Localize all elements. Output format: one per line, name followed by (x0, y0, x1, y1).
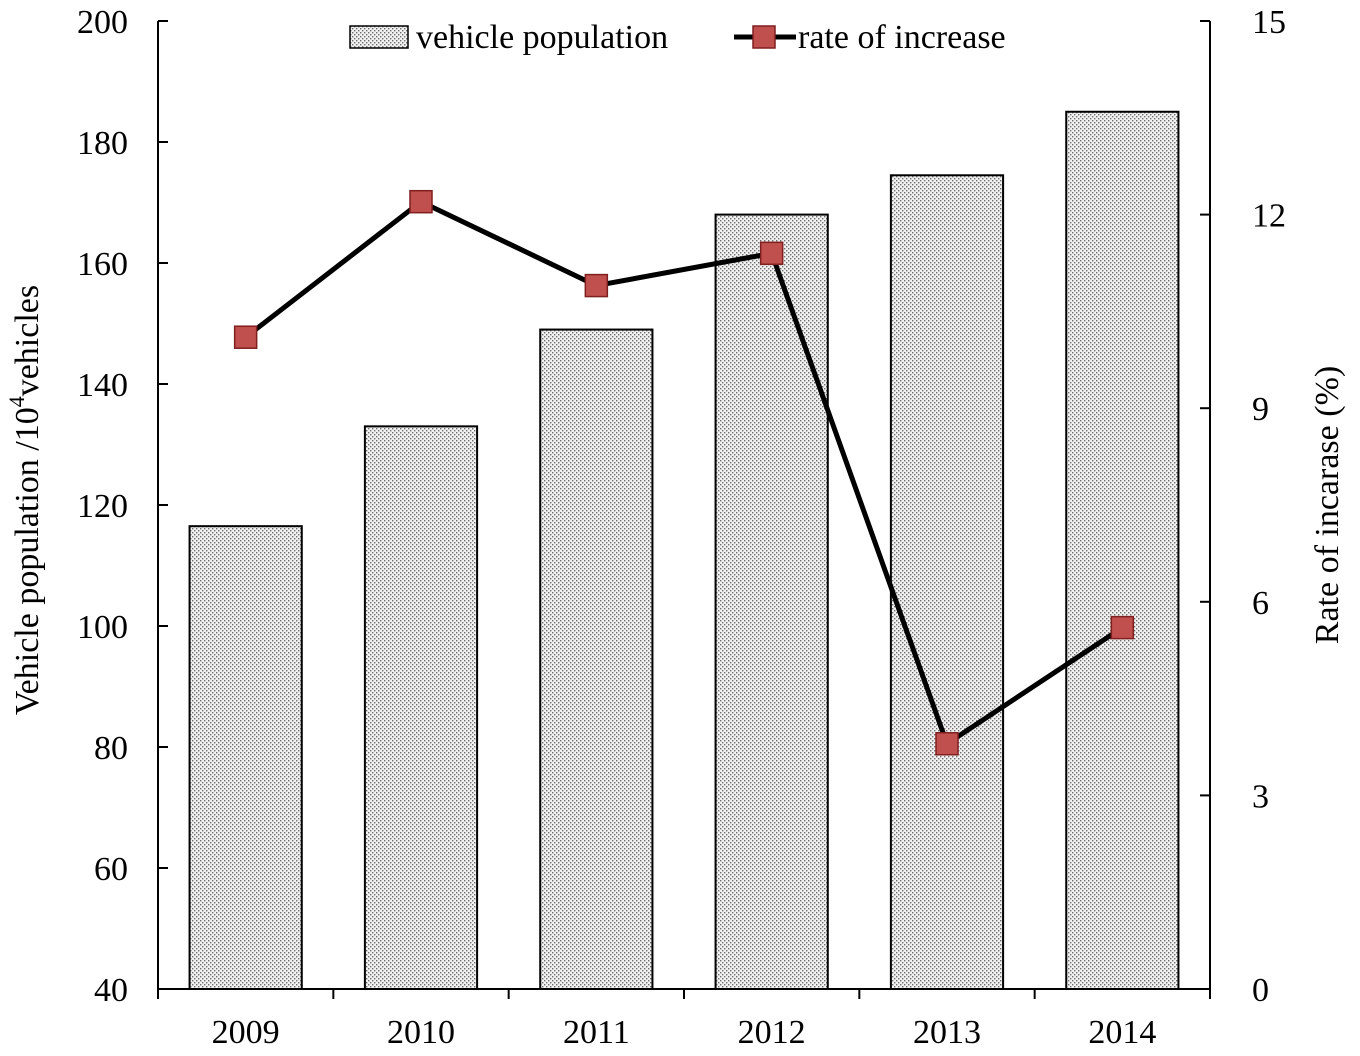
bar-2009 (188, 525, 303, 990)
right-tick-label: 12 (1252, 198, 1286, 235)
x-tick-label-2012: 2012 (738, 1014, 806, 1051)
left-tick-label: 180 (77, 125, 128, 162)
x-tick-label-2009: 2009 (212, 1014, 280, 1051)
bar-2010 (363, 425, 479, 991)
bar-2013 (889, 174, 1005, 990)
x-tick-label-2011: 2011 (563, 1014, 630, 1051)
left-y-tick-labels: 40 60 80 100 120 140 160 180 200 (77, 4, 128, 1009)
left-y-axis-title: Vehicle population /104vehicles (4, 285, 46, 715)
right-y-axis-title: Rate of incarase (%) (1309, 366, 1346, 644)
legend-swatch-vehicle-population (349, 25, 409, 49)
left-tick-label: 80 (94, 730, 128, 767)
rate-point-2014 (1110, 615, 1135, 640)
bar-2011 (539, 328, 654, 990)
line-series-rate-of-increase (233, 189, 1135, 756)
right-tick-label: 6 (1252, 585, 1269, 622)
left-tick-label: 200 (77, 4, 128, 41)
x-tick-label-2014: 2014 (1088, 1014, 1156, 1051)
axes (157, 20, 1211, 999)
left-tick-label: 60 (94, 851, 128, 888)
right-y-tick-labels: 0 3 6 9 12 15 (1252, 4, 1286, 1009)
legend-marker-rate (752, 25, 776, 49)
right-tick-label: 3 (1252, 778, 1269, 815)
rate-point-2009 (233, 325, 258, 349)
x-tick-label-2010: 2010 (387, 1014, 455, 1051)
rate-line (244, 199, 1124, 747)
legend-label-vehicle-population: vehicle population (416, 19, 668, 56)
right-tick-label: 9 (1252, 391, 1269, 428)
left-tick-label: 100 (77, 609, 128, 646)
legend-label-rate-of-increase: rate of increase (798, 19, 1006, 56)
left-tick-label: 160 (77, 246, 128, 283)
right-tick-label: 15 (1252, 4, 1286, 41)
x-tick-labels: 2009 2010 2011 2012 2013 2014 (212, 1014, 1157, 1051)
bar-series-vehicle-population (188, 110, 1180, 991)
rate-point-2011 (584, 273, 609, 298)
right-tick-label: 0 (1252, 972, 1269, 1009)
left-tick-label: 40 (94, 972, 128, 1009)
left-tick-label: 140 (77, 367, 128, 404)
rate-point-2012 (759, 241, 784, 266)
x-tick-label-2013: 2013 (913, 1014, 981, 1051)
rate-point-2010 (409, 189, 433, 214)
bar-2012 (714, 213, 829, 991)
left-tick-label: 120 (77, 488, 128, 525)
legend: vehicle population rate of increase (349, 19, 1006, 56)
rate-point-2013 (935, 732, 959, 756)
bar-2014 (1065, 110, 1180, 990)
